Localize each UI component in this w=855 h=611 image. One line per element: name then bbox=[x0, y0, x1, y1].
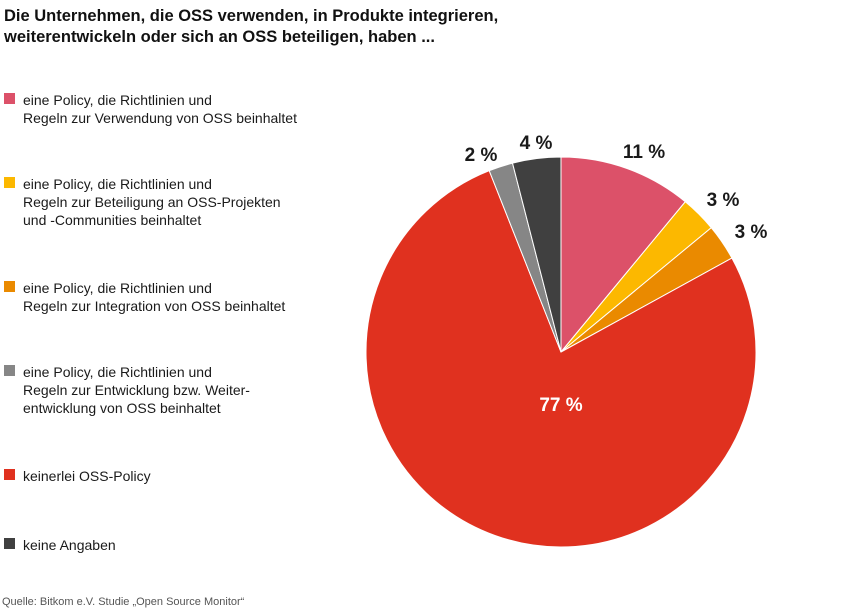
legend-label-line: eine Policy, die Richtlinien und bbox=[23, 176, 212, 192]
slice-value-label: 77 % bbox=[539, 395, 582, 416]
legend-swatch bbox=[4, 469, 15, 480]
source-note: Quelle: Bitkom e.V. Studie „Open Source … bbox=[2, 596, 245, 608]
chart-title: Die Unternehmen, die OSS verwenden, in P… bbox=[4, 6, 604, 48]
legend-label-line: eine Policy, die Richtlinien und bbox=[23, 364, 212, 380]
slice-value-label: 3 % bbox=[735, 222, 768, 243]
legend-label: keinerlei OSS-Policy bbox=[23, 467, 353, 485]
legend-label-line: eine Policy, die Richtlinien und bbox=[23, 280, 212, 296]
legend-label-line: Regeln zur Verwendung von OSS beinhaltet bbox=[23, 110, 297, 126]
pie-slice bbox=[365, 170, 757, 548]
pie-slice bbox=[511, 156, 562, 353]
legend-label-line: Regeln zur Entwicklung bzw. Weiter- bbox=[23, 382, 250, 398]
legend-swatch bbox=[4, 538, 15, 549]
legend-swatch bbox=[4, 93, 15, 104]
legend-swatch bbox=[4, 177, 15, 188]
legend-swatch bbox=[4, 365, 15, 376]
slice-value-label: 11 % bbox=[623, 142, 665, 163]
chart-title-line-2: weiterentwickeln oder sich an OSS beteil… bbox=[4, 28, 435, 46]
legend-label: eine Policy, die Richtlinien und Regeln z… bbox=[23, 279, 353, 315]
legend-label-line: keinerlei OSS-Policy bbox=[23, 468, 151, 484]
legend-label: eine Policy, die Richtlinien und Regeln z… bbox=[23, 91, 353, 127]
legend-label: eine Policy, die Richtlinien und Regeln z… bbox=[23, 363, 353, 417]
legend-label-line: eine Policy, die Richtlinien und bbox=[23, 92, 212, 108]
legend-label-line: keine Angaben bbox=[23, 537, 116, 553]
legend-label: keine Angaben bbox=[23, 536, 353, 554]
slice-value-label: 3 % bbox=[707, 190, 740, 211]
legend-label-line: Regeln zur Integration von OSS beinhalte… bbox=[23, 298, 286, 314]
legend-swatch bbox=[4, 281, 15, 292]
legend-label-line: entwicklung von OSS beinhaltet bbox=[23, 400, 221, 416]
legend-label: eine Policy, die Richtlinien und Regeln z… bbox=[23, 175, 353, 229]
slice-value-label: 4 % bbox=[520, 133, 553, 154]
slice-value-label: 2 % bbox=[465, 145, 498, 166]
chart-title-line-1: Die Unternehmen, die OSS verwenden, in P… bbox=[4, 7, 499, 25]
pie-slice bbox=[560, 156, 687, 354]
legend-label-line: und -Communities beinhaltet bbox=[23, 212, 202, 228]
legend-label-line: Regeln zur Beteiligung an OSS-Projekten bbox=[23, 194, 281, 210]
